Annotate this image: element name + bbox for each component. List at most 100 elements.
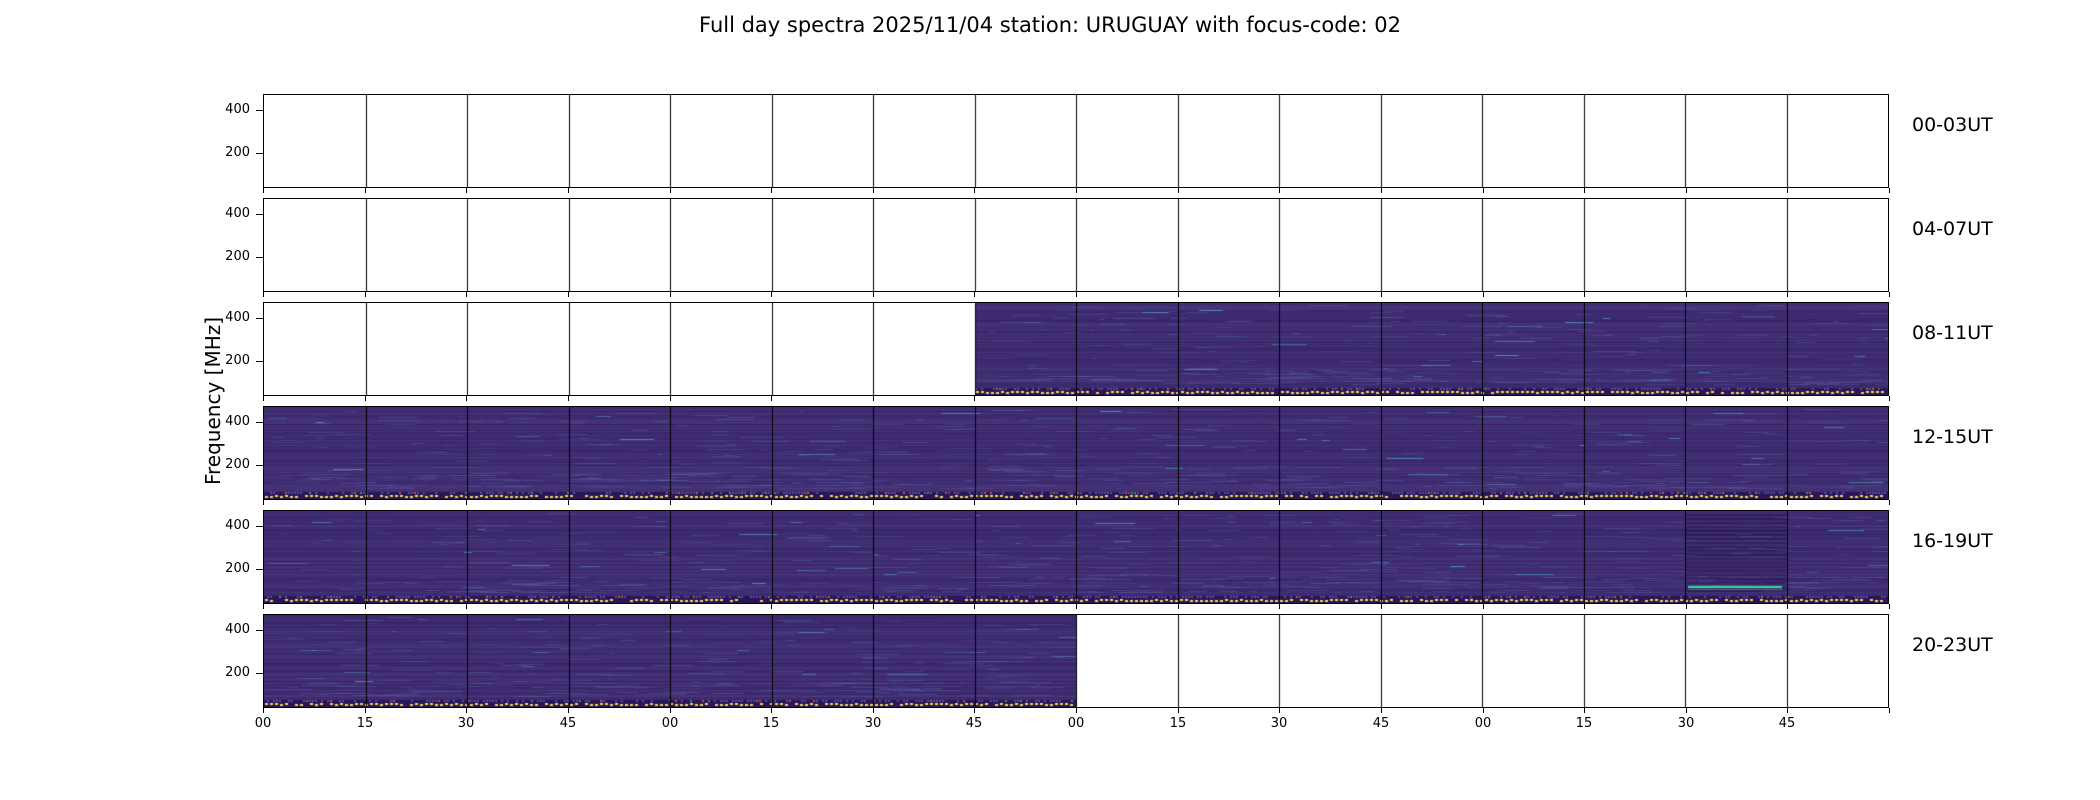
y-tick-label: 200 [225, 457, 250, 472]
x-tick-mark [1178, 396, 1179, 401]
x-tick-mark [1889, 604, 1890, 609]
row-time-label: 00-03UT [1912, 114, 1993, 136]
x-tick-label: 45 [559, 716, 577, 731]
y-tick-label: 400 [225, 414, 250, 429]
spectra-panel-row [263, 94, 1889, 188]
x-tick-mark [1889, 500, 1890, 505]
x-tick-label: 00 [1067, 716, 1085, 731]
x-tick-mark [1787, 396, 1788, 401]
x-tick-mark [670, 292, 671, 297]
x-tick-mark [365, 292, 366, 297]
x-tick-mark [1686, 604, 1687, 609]
x-tick-mark [263, 188, 264, 193]
x-tick-mark [466, 500, 467, 505]
x-tick-mark [365, 604, 366, 609]
x-tick-mark [1584, 396, 1585, 401]
x-tick-mark [1483, 500, 1484, 505]
y-tick-label: 400 [225, 310, 250, 325]
x-tick-mark [974, 708, 975, 713]
y-tick-label: 400 [225, 518, 250, 533]
x-tick-mark [263, 604, 264, 609]
x-tick-label: 15 [1169, 716, 1187, 731]
x-tick-mark [1483, 188, 1484, 193]
x-tick-mark [873, 604, 874, 609]
y-tick-mark [256, 214, 263, 215]
y-tick-mark [256, 673, 263, 674]
x-tick-mark [670, 708, 671, 713]
x-tick-mark [1483, 708, 1484, 713]
x-tick-mark [466, 396, 467, 401]
spectra-panel-row [263, 302, 1889, 396]
x-tick-mark [1787, 188, 1788, 193]
x-tick-mark [568, 604, 569, 609]
x-tick-mark [1178, 604, 1179, 609]
x-tick-mark [974, 188, 975, 193]
x-tick-label: 30 [1270, 716, 1288, 731]
x-tick-mark [771, 396, 772, 401]
y-tick-label: 200 [225, 145, 250, 160]
row-time-label: 16-19UT [1912, 530, 1993, 552]
x-tick-label: 15 [762, 716, 780, 731]
x-tick-mark [1279, 292, 1280, 297]
y-tick-label: 400 [225, 206, 250, 221]
x-tick-mark [1279, 500, 1280, 505]
y-tick-label: 400 [225, 622, 250, 637]
x-tick-mark [1584, 708, 1585, 713]
x-tick-mark [1178, 292, 1179, 297]
x-tick-mark [365, 396, 366, 401]
x-tick-mark [1279, 396, 1280, 401]
y-tick-mark [256, 257, 263, 258]
x-tick-mark [568, 292, 569, 297]
x-tick-mark [1787, 500, 1788, 505]
x-tick-mark [1889, 396, 1890, 401]
x-tick-mark [1076, 708, 1077, 713]
y-tick-mark [256, 361, 263, 362]
x-tick-mark [1381, 708, 1382, 713]
x-tick-mark [1889, 708, 1890, 713]
x-tick-label: 15 [1575, 716, 1593, 731]
x-tick-mark [1381, 396, 1382, 401]
y-tick-mark [256, 422, 263, 423]
spectra-panel-row [263, 510, 1889, 604]
y-tick-label: 200 [225, 353, 250, 368]
x-tick-mark [1279, 604, 1280, 609]
x-tick-mark [1076, 292, 1077, 297]
spectra-panel-row [263, 614, 1889, 708]
x-tick-mark [1076, 500, 1077, 505]
x-tick-mark [263, 500, 264, 505]
x-tick-mark [1076, 188, 1077, 193]
x-tick-label: 00 [661, 716, 679, 731]
x-tick-mark [568, 188, 569, 193]
x-tick-mark [466, 604, 467, 609]
x-tick-mark [1584, 604, 1585, 609]
x-tick-mark [1381, 604, 1382, 609]
x-tick-mark [670, 396, 671, 401]
y-tick-mark [256, 630, 263, 631]
x-tick-label: 00 [254, 716, 272, 731]
row-time-label: 08-11UT [1912, 322, 1993, 344]
y-tick-label: 200 [225, 561, 250, 576]
x-tick-label: 45 [965, 716, 983, 731]
x-tick-mark [1483, 604, 1484, 609]
spectrogram-canvas [264, 407, 1888, 499]
x-tick-label: 45 [1778, 716, 1796, 731]
x-tick-mark [873, 396, 874, 401]
row-time-label: 04-07UT [1912, 218, 1993, 240]
y-tick-label: 200 [225, 249, 250, 264]
x-tick-mark [974, 292, 975, 297]
x-tick-mark [1686, 188, 1687, 193]
x-tick-label: 30 [457, 716, 475, 731]
x-tick-mark [873, 500, 874, 505]
x-tick-label: 00 [1474, 716, 1492, 731]
y-tick-label: 200 [225, 665, 250, 680]
x-tick-mark [670, 604, 671, 609]
x-tick-mark [974, 604, 975, 609]
x-tick-mark [771, 708, 772, 713]
x-tick-mark [1279, 708, 1280, 713]
x-tick-mark [1889, 188, 1890, 193]
x-tick-mark [263, 396, 264, 401]
x-tick-mark [1686, 292, 1687, 297]
x-tick-mark [568, 500, 569, 505]
x-tick-mark [1381, 292, 1382, 297]
